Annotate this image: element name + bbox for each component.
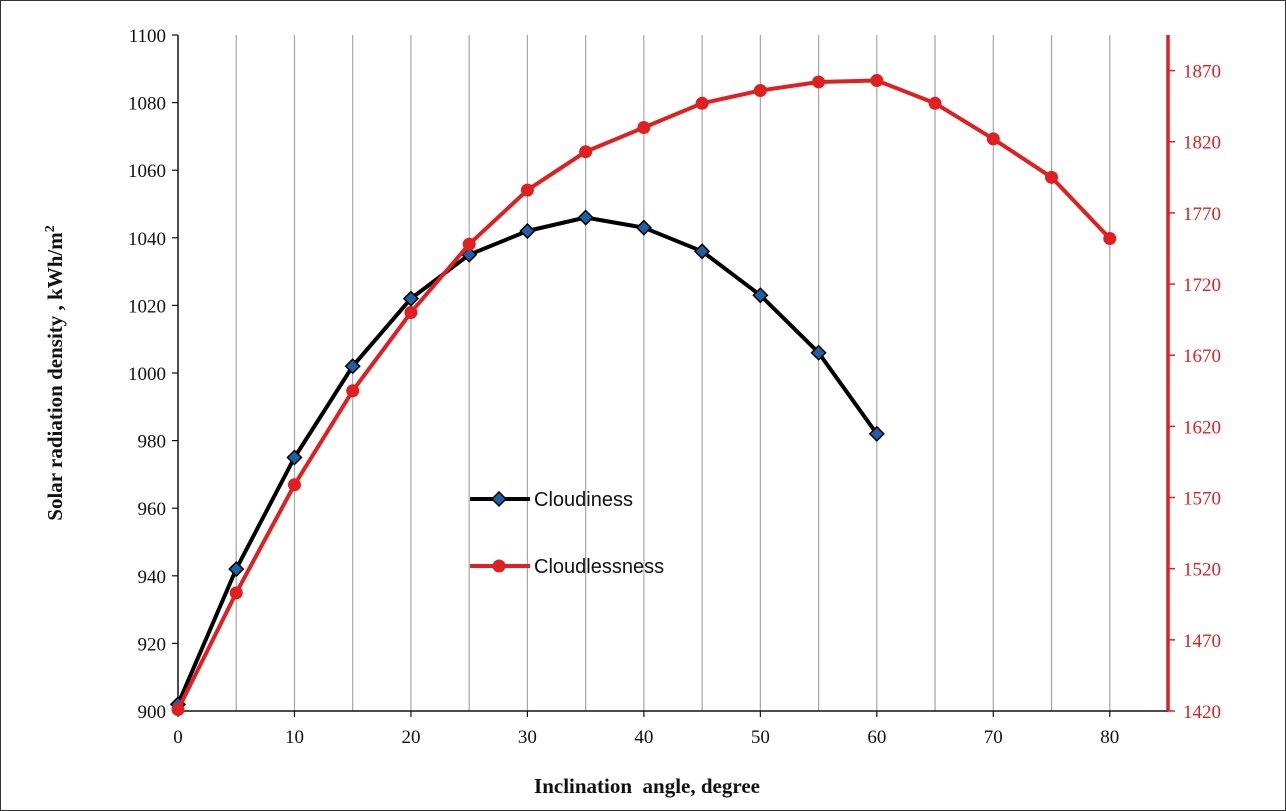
left-tick-label-1100: 1100 <box>129 26 166 47</box>
y-axis-title: Solar radiation density , kWh/m2 <box>43 225 67 520</box>
point-cloudiness-45 <box>694 243 711 260</box>
point-cloudlessness-60 <box>870 74 884 88</box>
x-tick-label-20: 20 <box>401 727 420 748</box>
right-tick-label-1870: 1870 <box>1183 62 1221 83</box>
right-tick-label-1470: 1470 <box>1183 631 1221 652</box>
left-tick-label-900: 900 <box>138 702 167 723</box>
point-cloudiness-60 <box>868 425 885 442</box>
point-cloudiness-20 <box>402 290 420 307</box>
tick-labels: 9009209409609801000102010401060108011001… <box>128 26 1221 748</box>
series-lines <box>169 74 1117 717</box>
x-tick-label-30: 30 <box>518 727 537 748</box>
point-cloudlessness-30 <box>520 183 534 197</box>
right-tick-label-1670: 1670 <box>1183 346 1221 367</box>
right-tick-label-1620: 1620 <box>1183 417 1221 438</box>
left-tick-label-940: 940 <box>138 567 167 588</box>
point-cloudlessness-45 <box>695 96 709 110</box>
point-cloudlessness-20 <box>404 306 418 320</box>
point-cloudlessness-50 <box>753 84 767 98</box>
point-cloudiness-35 <box>577 209 594 226</box>
point-cloudlessness-80 <box>1103 232 1117 246</box>
y-axis-title-main: Solar radiation density , kWh/m <box>43 232 67 521</box>
legend-cloudlessness-label: Cloudlessness <box>534 556 664 578</box>
right-tick-label-1720: 1720 <box>1183 275 1221 296</box>
point-cloudlessness-70 <box>986 132 1000 146</box>
right-tick-label-1420: 1420 <box>1183 702 1221 723</box>
point-cloudlessness-15 <box>346 384 360 398</box>
right-tick-label-1820: 1820 <box>1183 133 1221 154</box>
point-cloudiness-10 <box>286 449 303 466</box>
point-cloudlessness-25 <box>462 237 476 251</box>
point-cloudiness-40 <box>635 219 652 236</box>
axes <box>172 34 1175 717</box>
x-tick-label-40: 40 <box>634 727 653 748</box>
point-cloudlessness-65 <box>928 96 942 110</box>
legend-cloudiness-label: Cloudiness <box>534 489 633 511</box>
y-axis-title-superscript: 2 <box>43 225 58 232</box>
left-tick-label-1020: 1020 <box>128 296 166 317</box>
point-cloudiness-50 <box>752 287 769 304</box>
right-tick-label-1520: 1520 <box>1183 560 1221 581</box>
x-tick-label-80: 80 <box>1100 727 1119 748</box>
left-tick-label-980: 980 <box>138 432 167 453</box>
point-cloudlessness-10 <box>287 478 301 492</box>
x-tick-label-60: 60 <box>867 727 886 748</box>
point-cloudlessness-0 <box>171 703 185 717</box>
point-cloudlessness-75 <box>1045 170 1059 184</box>
x-tick-label-0: 0 <box>173 727 183 748</box>
right-tick-label-1770: 1770 <box>1183 204 1221 225</box>
point-cloudlessness-5 <box>229 586 243 600</box>
x-tick-label-10: 10 <box>285 727 304 748</box>
point-cloudiness-55 <box>810 344 827 361</box>
legend: Cloudiness Cloudlessness <box>470 489 664 578</box>
legend-cloudlessness-marker <box>492 559 506 573</box>
left-tick-label-960: 960 <box>138 499 167 520</box>
legend-cloudiness-marker <box>490 490 508 508</box>
x-tick-label-50: 50 <box>751 727 770 748</box>
left-tick-label-1080: 1080 <box>128 94 166 115</box>
left-tick-label-1060: 1060 <box>128 161 166 182</box>
point-cloudiness-30 <box>519 222 536 240</box>
point-cloudiness-5 <box>228 560 245 578</box>
point-cloudlessness-40 <box>637 121 651 135</box>
right-tick-label-1570: 1570 <box>1183 489 1221 510</box>
x-axis-title: Inclination angle, degree <box>534 774 760 798</box>
point-cloudlessness-35 <box>579 145 593 159</box>
left-tick-label-920: 920 <box>138 634 167 655</box>
x-tick-label-70: 70 <box>984 727 1003 748</box>
point-cloudlessness-55 <box>812 75 826 89</box>
left-tick-label-1000: 1000 <box>128 364 166 385</box>
left-tick-label-1040: 1040 <box>128 229 166 250</box>
point-cloudiness-15 <box>344 358 361 375</box>
